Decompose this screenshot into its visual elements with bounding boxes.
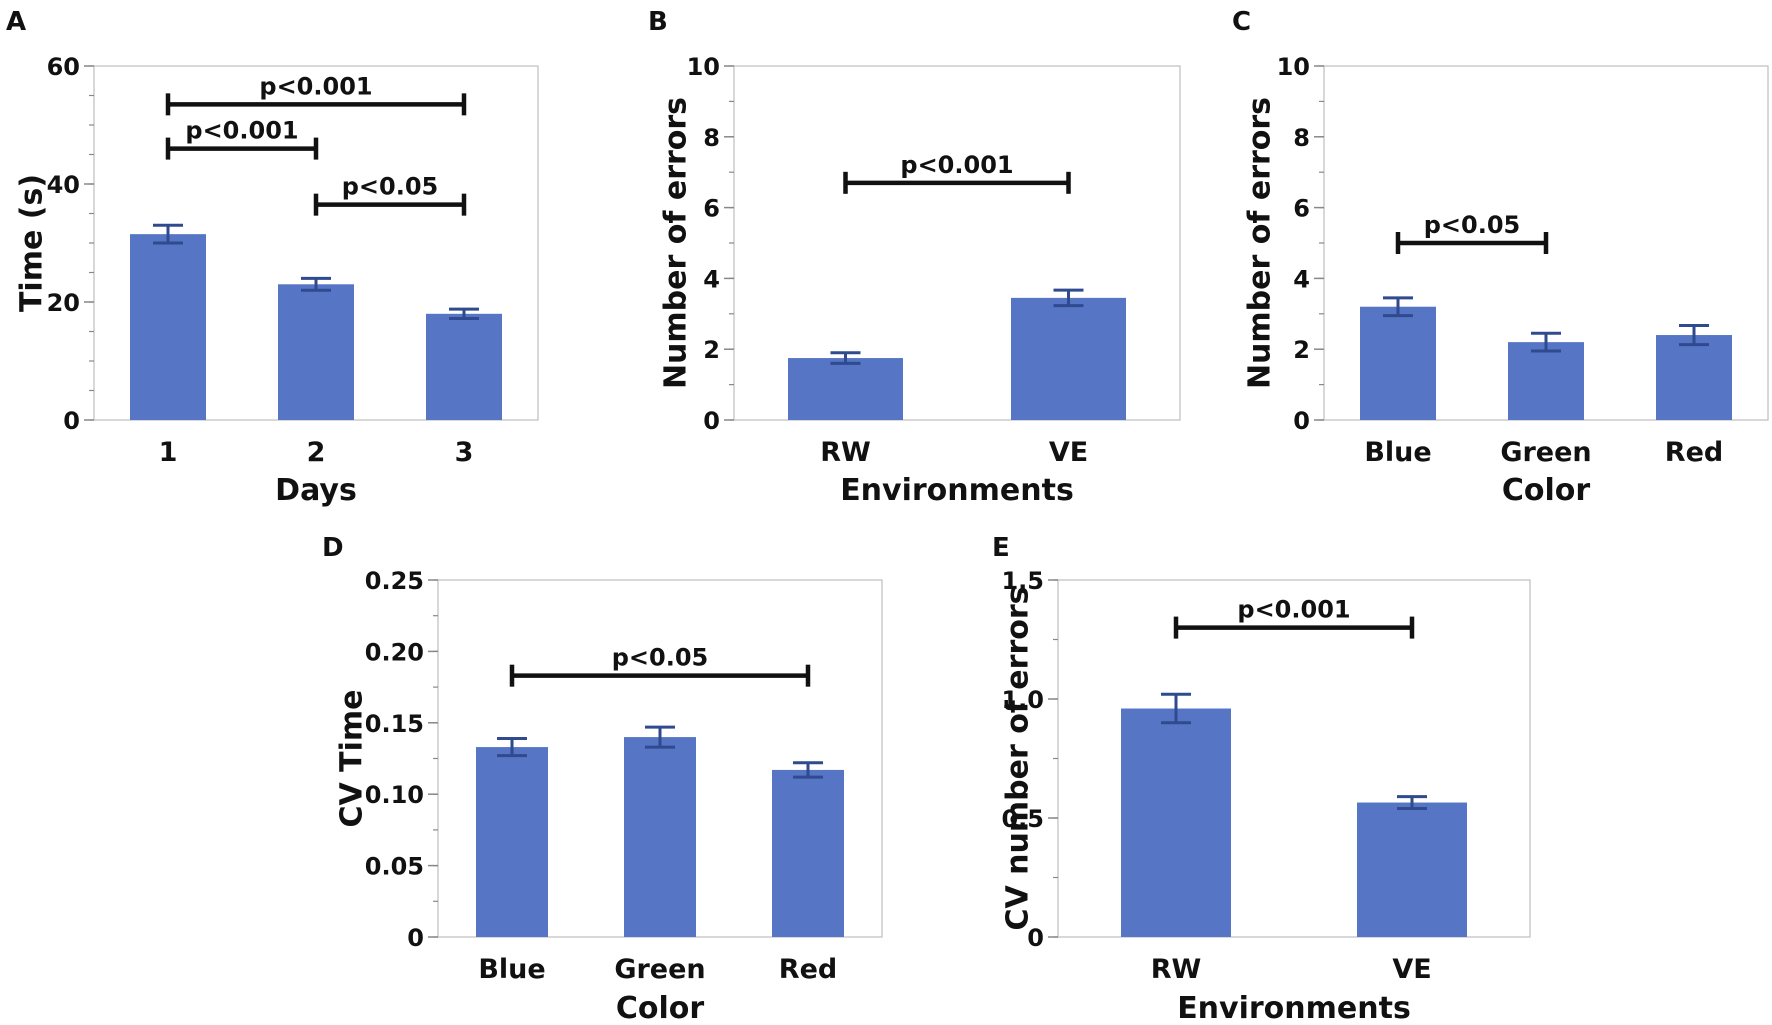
x-axis-title-d: Color: [616, 991, 705, 1025]
bar-c-2: [1656, 335, 1732, 420]
x-axis-title-c: Color: [1502, 473, 1591, 508]
y-tick-label-a: 20: [47, 289, 80, 317]
sig-label-a-0: p<0.001: [259, 72, 372, 100]
y-tick-label-a: 40: [47, 171, 80, 199]
x-tick-label-b-0: RW: [820, 437, 871, 468]
y-tick-label-c: 0: [1293, 407, 1310, 435]
y-tick-label-d: 0: [407, 924, 424, 952]
sig-label-a-2: p<0.05: [342, 173, 439, 201]
panel-letter-e: E: [992, 533, 1010, 563]
x-tick-label-d-0: Blue: [478, 954, 545, 985]
x-tick-label-a-0: 1: [159, 437, 178, 468]
y-tick-label-e: 1.0: [1001, 686, 1044, 714]
x-tick-label-c-2: Red: [1665, 437, 1723, 468]
x-tick-label-a-1: 2: [307, 437, 326, 468]
y-tick-label-d: 0.05: [365, 853, 424, 881]
x-tick-label-c-1: Green: [1500, 437, 1591, 468]
y-tick-label-a: 60: [47, 53, 80, 81]
x-tick-label-c-0: Blue: [1364, 437, 1431, 468]
y-axis-title-c: Number of errors: [1243, 97, 1278, 389]
y-axis-title-d: CV Time: [335, 689, 370, 827]
y-tick-label-c: 6: [1293, 195, 1310, 223]
bar-d-1: [624, 737, 696, 937]
y-tick-label-b: 2: [703, 336, 720, 364]
bar-b-0: [788, 358, 903, 420]
sig-label-c-0: p<0.05: [1424, 211, 1521, 239]
y-tick-label-d: 0.10: [365, 781, 424, 809]
bar-d-2: [772, 769, 844, 937]
y-tick-label-d: 0.25: [365, 567, 424, 595]
y-tick-label-b: 8: [703, 124, 720, 152]
y-tick-label-c: 2: [1293, 336, 1310, 364]
y-tick-label-b: 0: [703, 407, 720, 435]
bar-e-0: [1121, 708, 1231, 937]
bar-a-2: [426, 313, 502, 420]
y-tick-label-b: 4: [703, 265, 720, 293]
x-tick-label-d-1: Green: [614, 954, 705, 985]
y-tick-label-d: 0.15: [365, 710, 424, 738]
y-tick-label-e: 0: [1027, 924, 1044, 952]
x-axis-title-a: Days: [275, 473, 357, 508]
x-axis-title-e: Environments: [1177, 991, 1411, 1025]
sig-label-b-0: p<0.001: [900, 151, 1013, 179]
y-tick-label-c: 10: [1277, 53, 1310, 81]
bar-c-0: [1360, 306, 1436, 420]
x-axis-title-b: Environments: [840, 473, 1074, 508]
panel-letter-d: D: [322, 533, 344, 563]
x-tick-label-d-2: Red: [779, 954, 837, 985]
bar-a-0: [130, 234, 206, 420]
x-tick-label-a-2: 3: [455, 437, 474, 468]
bar-d-0: [476, 747, 548, 937]
panel-letter-b: B: [648, 7, 668, 37]
sig-label-a-1: p<0.001: [185, 117, 298, 145]
bar-c-1: [1508, 342, 1584, 420]
y-tick-label-d: 0.20: [365, 638, 424, 666]
bar-a-1: [278, 284, 354, 420]
y-tick-label-e: 0.5: [1001, 805, 1044, 833]
sig-label-e-0: p<0.001: [1237, 596, 1350, 624]
bar-b-1: [1011, 297, 1126, 420]
y-tick-label-b: 10: [687, 53, 720, 81]
y-tick-label-b: 6: [703, 195, 720, 223]
y-axis-title-b: Number of errors: [659, 97, 694, 389]
y-tick-label-e: 1.5: [1001, 567, 1044, 595]
panel-letter-c: C: [1232, 7, 1251, 37]
bar-e-1: [1357, 802, 1467, 937]
x-tick-label-e-0: RW: [1151, 954, 1202, 985]
sig-label-d-0: p<0.05: [612, 644, 709, 672]
y-tick-label-c: 8: [1293, 124, 1310, 152]
y-tick-label-c: 4: [1293, 265, 1310, 293]
x-tick-label-b-1: VE: [1049, 437, 1088, 468]
x-tick-label-e-1: VE: [1392, 954, 1431, 985]
y-axis-title-e: CV number of errors: [1001, 586, 1036, 930]
y-axis-title-a: Time (s): [15, 174, 50, 312]
panel-letter-a: A: [6, 7, 26, 37]
y-tick-label-a: 0: [63, 407, 80, 435]
